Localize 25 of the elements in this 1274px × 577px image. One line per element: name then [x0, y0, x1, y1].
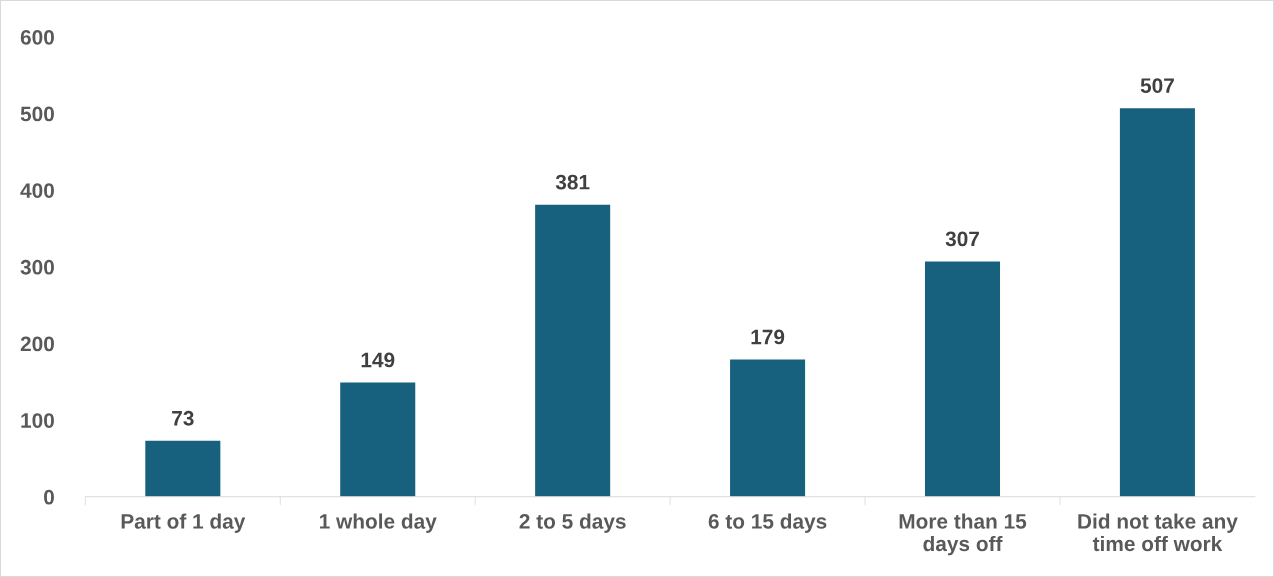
y-tick-label: 100	[21, 413, 54, 428]
data-label: 179	[751, 329, 785, 345]
bar	[924, 261, 1001, 497]
y-tick-label: 400	[20, 183, 54, 198]
bar	[340, 382, 416, 497]
bar	[730, 359, 806, 497]
x-tick-label: 6 to 15 days	[708, 513, 827, 533]
y-tick-label: 300	[20, 259, 54, 275]
bar	[1119, 108, 1195, 497]
data-label: 507	[1140, 78, 1174, 93]
bar	[535, 204, 611, 497]
y-tick-label: 600	[20, 29, 54, 45]
data-label: 381	[555, 174, 590, 190]
y-tick-label: 0	[44, 489, 54, 505]
data-label: 73	[172, 410, 194, 426]
data-label: 149	[361, 352, 395, 368]
y-tick-label: 200	[20, 336, 54, 352]
data-label: 307	[945, 231, 979, 247]
x-tick-label: Did not take any time off work	[1078, 513, 1238, 552]
x-tick-label: Part of 1 day	[121, 513, 246, 533]
bar	[145, 440, 221, 497]
x-tick-label: More than 15 days off	[899, 513, 1027, 556]
x-tick-label: 1 whole day	[320, 513, 437, 533]
y-tick-label: 500	[20, 106, 54, 122]
x-tick-label: 2 to 5 days	[519, 513, 626, 533]
